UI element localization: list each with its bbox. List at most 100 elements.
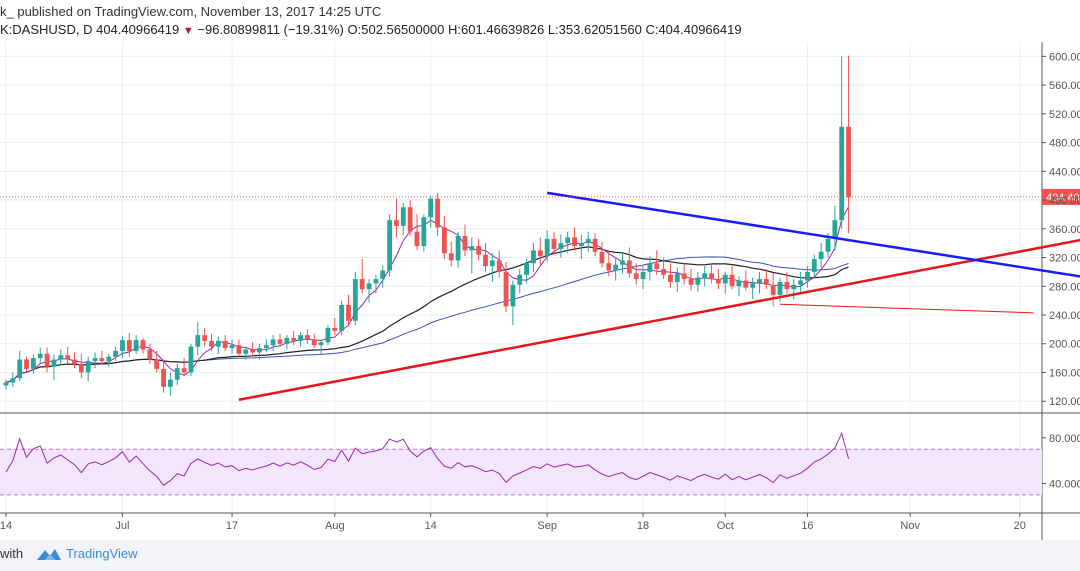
candle-body bbox=[106, 356, 112, 361]
candle-body bbox=[133, 340, 139, 351]
candle-body bbox=[517, 274, 523, 285]
candle-body bbox=[750, 283, 756, 288]
candle-body bbox=[722, 274, 728, 284]
footer-with-label: with bbox=[0, 546, 24, 561]
candle-body bbox=[147, 349, 153, 360]
candle-body bbox=[606, 263, 612, 271]
price-tick-label: 240.00 bbox=[1049, 310, 1080, 322]
rsi-tick-label: 80.0000 bbox=[1049, 433, 1080, 445]
candle-body bbox=[791, 284, 797, 290]
candle-body bbox=[126, 340, 132, 351]
candle-body bbox=[613, 264, 619, 271]
candle-body bbox=[263, 345, 269, 349]
price-tick-label: 400.00 bbox=[1049, 195, 1080, 207]
high-label: H: bbox=[448, 22, 462, 37]
candle-body bbox=[229, 345, 235, 349]
price-change: −96.80899811 (−19.31%) bbox=[197, 22, 344, 37]
close-value: 404.40966419 bbox=[658, 22, 742, 37]
symbol-label: K:DASHUSD, D bbox=[0, 22, 93, 37]
candle-body bbox=[305, 335, 310, 340]
candle-body bbox=[716, 279, 721, 284]
candle-body bbox=[195, 335, 201, 347]
candle-body bbox=[373, 279, 379, 284]
price-chart[interactable]: 404.40 120.00 160.00 200.00 240.00 280.00 320.… bbox=[0, 42, 1080, 540]
chart-header: k_ published on TradingView.com, Novembe… bbox=[0, 0, 1080, 42]
candle-body bbox=[277, 339, 283, 344]
time-tick-label: Nov bbox=[900, 520, 920, 532]
time-tick-label: Aug bbox=[325, 520, 345, 532]
candle-body bbox=[825, 238, 831, 252]
candle-body bbox=[462, 235, 468, 251]
candle-body bbox=[339, 304, 345, 331]
candle-body bbox=[674, 273, 680, 282]
candle-body bbox=[647, 263, 653, 272]
candle-body bbox=[154, 359, 160, 369]
candle-body bbox=[161, 368, 166, 387]
price-tick-label: 280.00 bbox=[1049, 281, 1080, 293]
candle-body bbox=[805, 271, 810, 281]
candle-body bbox=[65, 355, 71, 360]
candle-body bbox=[99, 358, 105, 361]
ohlc-line: K:DASHUSD, D 404.40966419 ▼ −96.80899811… bbox=[0, 22, 742, 37]
candle-body bbox=[551, 238, 557, 249]
candle-body bbox=[257, 348, 262, 353]
candle-body bbox=[839, 126, 845, 221]
open-value: 502.56500000 bbox=[361, 22, 445, 37]
candle-body bbox=[243, 349, 249, 354]
candle-body bbox=[626, 260, 632, 274]
candle-body bbox=[558, 243, 564, 249]
candle-body bbox=[688, 279, 694, 285]
candle-body bbox=[44, 353, 50, 367]
candle-body bbox=[366, 283, 372, 290]
candle-body bbox=[202, 335, 208, 341]
candle-body bbox=[298, 335, 303, 341]
candle-body bbox=[510, 284, 516, 307]
candle-body bbox=[51, 359, 57, 367]
time-tick-label: 18 bbox=[637, 520, 649, 532]
candle-body bbox=[695, 277, 701, 285]
candle-body bbox=[846, 126, 851, 198]
candle-body bbox=[346, 304, 351, 321]
candle-body bbox=[31, 358, 36, 369]
candle-body bbox=[332, 327, 338, 331]
high-value: 601.46639826 bbox=[461, 22, 545, 37]
candle-body bbox=[668, 274, 673, 282]
candle-body bbox=[503, 271, 509, 307]
tradingview-logo-icon[interactable] bbox=[36, 544, 62, 564]
candle-body bbox=[215, 340, 221, 347]
candle-body bbox=[359, 279, 365, 290]
candle-body bbox=[120, 340, 125, 351]
candle-body bbox=[291, 338, 297, 341]
candle-body bbox=[681, 273, 687, 280]
last-price-tag-label: 404.40 bbox=[1046, 192, 1080, 204]
candle-body bbox=[311, 339, 317, 346]
candle-body bbox=[3, 382, 9, 386]
price-tick-label: 200.00 bbox=[1049, 339, 1080, 351]
down-arrow-icon: ▼ bbox=[182, 25, 194, 37]
candle-body bbox=[469, 246, 475, 251]
candle-body bbox=[428, 198, 434, 218]
candle-body bbox=[113, 350, 118, 357]
rsi-tick-label: 40.0000 bbox=[1049, 478, 1080, 490]
candle-body bbox=[537, 250, 543, 257]
candle-body bbox=[489, 260, 495, 267]
candle-body bbox=[270, 339, 276, 346]
trendline-resistance bbox=[546, 191, 1080, 278]
candle-body bbox=[442, 227, 447, 254]
candle-body bbox=[455, 235, 461, 261]
candle-body bbox=[181, 368, 187, 373]
price-tick-label: 320.00 bbox=[1049, 253, 1080, 265]
price-tick-label: 440.00 bbox=[1049, 166, 1080, 178]
price-tick-label: 120.00 bbox=[1049, 396, 1080, 408]
candle-body bbox=[496, 260, 502, 272]
candle-body bbox=[387, 220, 392, 271]
candle-body bbox=[209, 340, 214, 347]
time-tick-label: Sep bbox=[537, 520, 557, 532]
tradingview-brand-link[interactable]: TradingView bbox=[66, 546, 138, 561]
time-tick-label: Jul bbox=[115, 520, 129, 532]
candle-body bbox=[633, 273, 639, 280]
candle-body bbox=[72, 359, 77, 364]
close-label: C: bbox=[645, 22, 659, 37]
candle-body bbox=[729, 274, 735, 287]
candle-body bbox=[524, 263, 529, 275]
